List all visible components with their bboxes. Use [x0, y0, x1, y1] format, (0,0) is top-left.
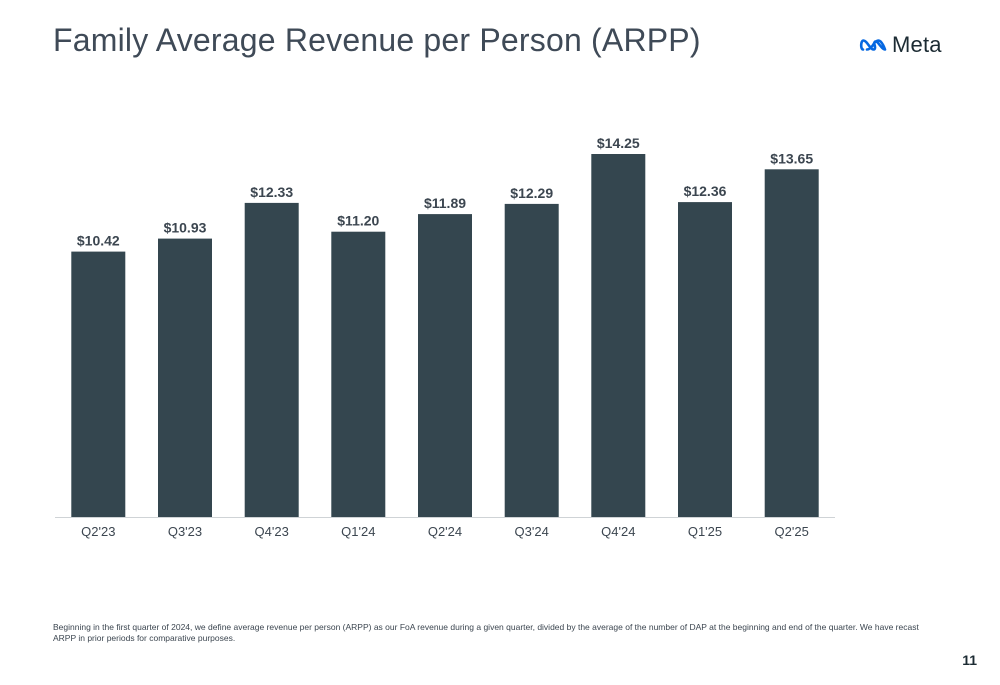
bar-value-label: $11.89 [424, 195, 466, 211]
bar-value-label: $10.42 [77, 233, 120, 249]
value-labels-group: $10.42 $10.93 $12.33 $11.20 $11.89 $12.29 $14.… [77, 135, 813, 249]
bar [678, 202, 732, 517]
logo-text: Meta [892, 32, 942, 57]
bar [331, 231, 386, 517]
footnote: Beginning in the first quarter of 2024, … [53, 622, 919, 643]
arpp-bar-chart: $10.42 $10.93 $12.33 $11.20 $11.89 $12.29 $14.… [55, 135, 835, 539]
page-number: 11 [962, 652, 977, 668]
bar [504, 203, 559, 517]
bar [591, 154, 646, 517]
bar [764, 169, 819, 518]
slide-title: Family Average Revenue per Person (ARPP) [53, 22, 701, 58]
x-tick-label: Q1'25 [688, 524, 722, 539]
bar [418, 214, 472, 517]
bars-group [71, 154, 819, 518]
bar-value-label: $12.29 [510, 185, 553, 201]
x-tick-label: Q2'23 [81, 524, 115, 539]
bar-value-label: $13.65 [770, 150, 813, 166]
meta-infinity-icon [859, 39, 887, 51]
x-tick-label: Q4'23 [255, 524, 289, 539]
x-tick-label: Q2'24 [428, 524, 462, 539]
x-tick-label: Q3'23 [168, 524, 202, 539]
bar-value-label: $12.33 [250, 184, 293, 200]
bar [244, 202, 299, 517]
bar [71, 251, 126, 517]
bar [158, 238, 212, 517]
x-tick-label: Q1'24 [341, 524, 375, 539]
x-tick-label: Q4'24 [601, 524, 635, 539]
bar-value-label: $11.20 [337, 213, 379, 229]
x-tick-label: Q2'25 [775, 524, 809, 539]
meta-logo: Meta [859, 32, 942, 58]
x-tick-labels-group: Q2'23 Q3'23 Q4'23 Q1'24 Q2'24 Q3'24 Q4'24 Q1'25… [81, 524, 809, 539]
bar-value-label: $10.93 [164, 220, 207, 236]
bar-value-label: $12.36 [684, 183, 727, 199]
bar-value-label: $14.25 [597, 135, 640, 151]
x-tick-label: Q3'24 [515, 524, 549, 539]
